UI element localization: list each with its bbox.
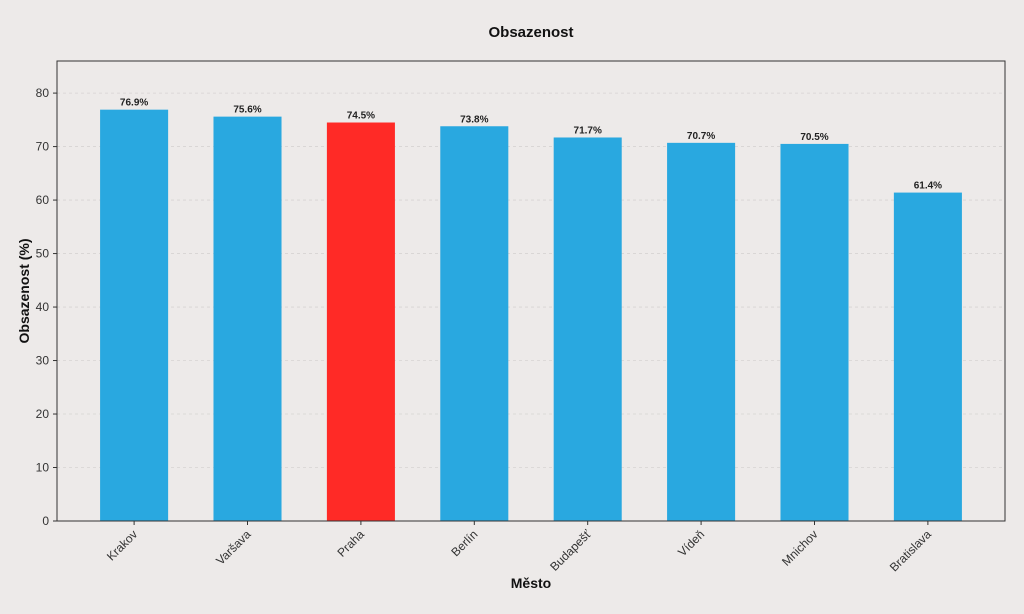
- bar-Vídeň: [667, 142, 736, 521]
- x-tick-label: Mnichov: [779, 527, 820, 568]
- bar-Berlín: [440, 126, 509, 522]
- y-tick-label: 70: [36, 140, 50, 154]
- x-axis-label: Město: [511, 575, 551, 591]
- y-tick-label: 50: [36, 247, 50, 261]
- value-label: 76.9%: [120, 98, 148, 109]
- bar-Varšava: [213, 116, 282, 522]
- y-tick-label: 60: [36, 193, 50, 207]
- bar-Budapešť: [553, 137, 622, 521]
- bar-Praha: [326, 122, 395, 521]
- x-tick-label: Vídeň: [675, 527, 707, 559]
- x-tick-label: Berlín: [448, 527, 480, 559]
- chart-title: Obsazenost: [488, 24, 573, 41]
- value-label: 70.7%: [687, 131, 715, 142]
- y-tick-label: 20: [36, 407, 50, 421]
- y-tick-label: 10: [36, 461, 50, 475]
- value-label: 70.5%: [800, 132, 828, 143]
- x-tick-label: Bratislava: [887, 527, 934, 574]
- x-tick-label: Varšava: [213, 527, 254, 568]
- x-tick-label: Budapešť: [547, 527, 594, 574]
- value-label: 73.8%: [460, 114, 488, 125]
- y-tick-label: 30: [36, 354, 50, 368]
- value-label: 71.7%: [574, 125, 602, 136]
- y-tick-label: 0: [42, 514, 49, 528]
- value-label: 74.5%: [347, 111, 375, 122]
- y-tick-label: 40: [36, 300, 50, 314]
- bar-Bratislava: [893, 192, 962, 521]
- value-label: 75.6%: [233, 105, 261, 116]
- bar-Mnichov: [780, 143, 849, 521]
- plot-frame: [56, 60, 1006, 522]
- y-axis-label: Obsazenost (%): [16, 238, 32, 343]
- x-tick-label: Krakov: [104, 527, 140, 563]
- x-tick-label: Praha: [334, 527, 367, 560]
- bar-Krakov: [100, 109, 169, 522]
- y-tick-label: 80: [36, 86, 50, 100]
- value-label: 61.4%: [914, 181, 942, 192]
